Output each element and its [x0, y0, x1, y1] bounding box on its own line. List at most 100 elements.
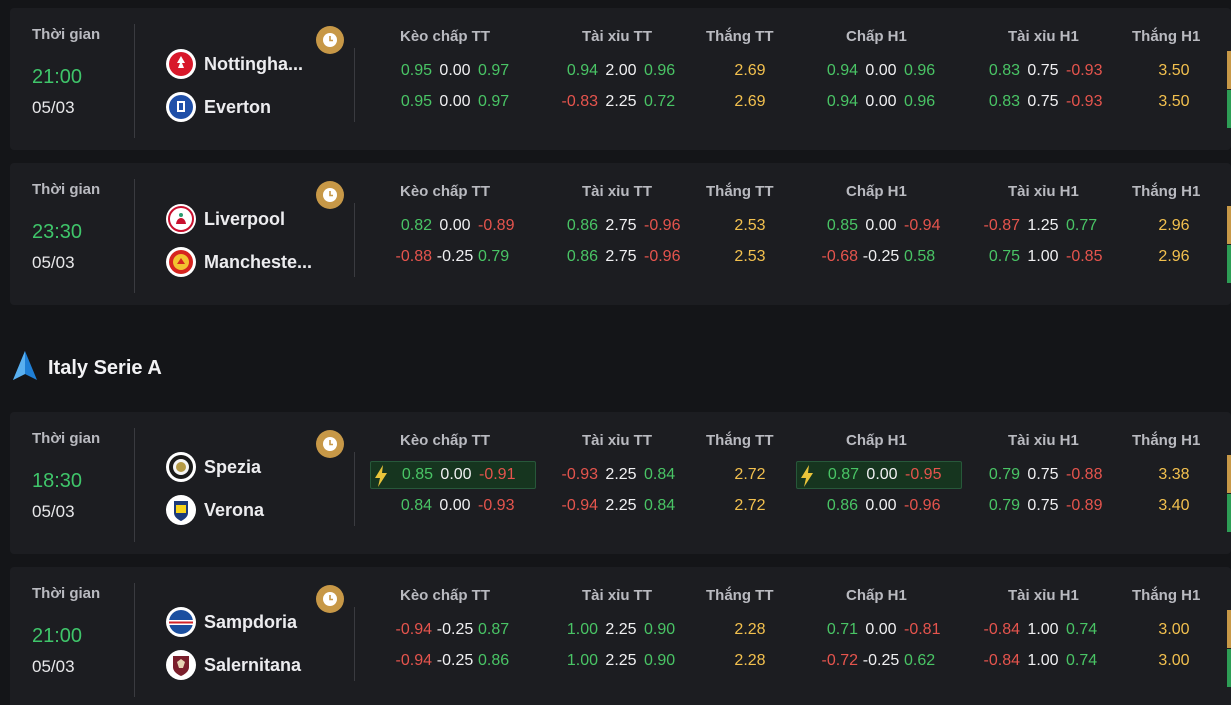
odds-away[interactable]: 0.97 [478, 93, 510, 110]
odds-home[interactable]: -0.68 [821, 248, 858, 265]
odds-home[interactable]: -0.94 [395, 652, 432, 669]
odds-away[interactable]: -0.89 [478, 217, 515, 234]
odds-win[interactable]: 2.53 [734, 248, 766, 265]
tai-xiu-h1-odds[interactable]: -0.87 1.25 0.77 [974, 212, 1112, 240]
odds-win[interactable]: 3.50 [1158, 62, 1190, 79]
odds-over[interactable]: 0.86 [566, 217, 598, 234]
tai-xiu-h1-odds[interactable]: -0.84 1.00 0.74 [974, 616, 1112, 644]
match-card[interactable]: Thời gian 18:30 05/03 Spezia Verona Kèo … [10, 412, 1231, 554]
odds-home[interactable]: 0.82 [400, 217, 432, 234]
tai-xiu-h1-odds[interactable]: 0.79 0.75 -0.89 [974, 492, 1112, 520]
odds-under[interactable]: -0.85 [1066, 248, 1103, 265]
chap-h1-odds[interactable]: -0.72 -0.25 0.62 [812, 647, 950, 675]
odds-away[interactable]: -0.91 [479, 466, 516, 483]
match-card[interactable]: Thời gian 23:30 05/03 Liverpool Manchest… [10, 163, 1231, 305]
thang-h1-odds[interactable]: 3.38 [1146, 461, 1202, 489]
thang-h1-odds[interactable]: 2.96 [1146, 243, 1202, 271]
odds-over[interactable]: -0.87 [983, 217, 1020, 234]
odds-away[interactable]: 0.87 [478, 621, 510, 638]
clock-icon[interactable] [316, 26, 344, 54]
keo-chap-tt-odds[interactable]: -0.88 -0.25 0.79 [386, 243, 524, 271]
odds-under[interactable]: 0.77 [1066, 217, 1098, 234]
away-team[interactable]: Verona [166, 495, 316, 525]
odds-away[interactable]: 0.79 [478, 248, 510, 265]
odds-under[interactable]: 0.84 [644, 497, 676, 514]
odds-away[interactable]: -0.95 [905, 466, 942, 483]
odds-away[interactable]: 0.86 [478, 652, 510, 669]
odds-away[interactable]: -0.94 [904, 217, 941, 234]
thang-h1-odds[interactable]: 3.00 [1146, 647, 1202, 675]
odds-over[interactable]: 0.86 [566, 248, 598, 265]
home-team[interactable]: Liverpool [166, 204, 316, 234]
odds-under[interactable]: -0.89 [1066, 497, 1103, 514]
tai-xiu-tt-odds[interactable]: 1.00 2.25 0.90 [552, 647, 690, 675]
chap-h1-odds[interactable]: 0.94 0.00 0.96 [812, 88, 950, 116]
thang-tt-odds[interactable]: 2.72 [722, 461, 778, 489]
away-team[interactable]: Everton [166, 92, 316, 122]
chap-h1-odds[interactable]: 0.71 0.00 -0.81 [812, 616, 950, 644]
thang-h1-odds[interactable]: 3.50 [1146, 88, 1202, 116]
odds-under[interactable]: 0.96 [644, 62, 676, 79]
odds-over[interactable]: -0.83 [561, 93, 598, 110]
odds-over[interactable]: 1.00 [566, 621, 598, 638]
keo-chap-tt-odds[interactable]: -0.94 -0.25 0.87 [386, 616, 524, 644]
odds-over[interactable]: 0.79 [988, 497, 1020, 514]
thang-h1-odds[interactable]: 3.00 [1146, 616, 1202, 644]
odds-home[interactable]: 0.85 [401, 466, 433, 483]
odds-under[interactable]: -0.96 [644, 217, 681, 234]
keo-chap-tt-odds[interactable]: 0.84 0.00 -0.93 [386, 492, 524, 520]
keo-chap-tt-odds[interactable]: 0.95 0.00 0.97 [386, 57, 524, 85]
odds-over[interactable]: -0.84 [983, 652, 1020, 669]
clock-icon[interactable] [316, 585, 344, 613]
home-team[interactable]: Spezia [166, 452, 316, 482]
odds-under[interactable]: 0.74 [1066, 652, 1098, 669]
thang-tt-odds[interactable]: 2.28 [722, 647, 778, 675]
odds-over[interactable]: -0.94 [561, 497, 598, 514]
odds-win[interactable]: 2.96 [1158, 248, 1190, 265]
odds-under[interactable]: 0.72 [644, 93, 676, 110]
odds-home[interactable]: 0.71 [826, 621, 858, 638]
match-card[interactable]: Thời gian 21:00 05/03 Nottingha... Evert… [10, 8, 1231, 150]
chap-h1-odds[interactable]: 0.86 0.00 -0.96 [812, 492, 950, 520]
odds-away[interactable]: 0.97 [478, 62, 510, 79]
thang-tt-odds[interactable]: 2.53 [722, 243, 778, 271]
odds-away[interactable]: -0.93 [478, 497, 515, 514]
odds-win[interactable]: 3.50 [1158, 93, 1190, 110]
odds-over[interactable]: 1.00 [566, 652, 598, 669]
odds-over[interactable]: -0.84 [983, 621, 1020, 638]
thang-h1-odds[interactable]: 2.96 [1146, 212, 1202, 240]
thang-tt-odds[interactable]: 2.69 [722, 88, 778, 116]
odds-win[interactable]: 3.00 [1158, 621, 1190, 638]
chap-h1-odds[interactable]: 0.87 0.00 -0.95 [796, 461, 962, 489]
tai-xiu-h1-odds[interactable]: 0.83 0.75 -0.93 [974, 88, 1112, 116]
odds-win[interactable]: 2.69 [734, 62, 766, 79]
odds-win[interactable]: 3.38 [1158, 466, 1190, 483]
odds-away[interactable]: 0.62 [904, 652, 936, 669]
tai-xiu-h1-odds[interactable]: 0.75 1.00 -0.85 [974, 243, 1112, 271]
odds-home[interactable]: -0.94 [395, 621, 432, 638]
odds-home[interactable]: 0.84 [400, 497, 432, 514]
tai-xiu-h1-odds[interactable]: -0.84 1.00 0.74 [974, 647, 1112, 675]
thang-tt-odds[interactable]: 2.53 [722, 212, 778, 240]
keo-chap-tt-odds[interactable]: 0.95 0.00 0.97 [386, 88, 524, 116]
odds-win[interactable]: 2.72 [734, 466, 766, 483]
odds-over[interactable]: 0.83 [988, 93, 1020, 110]
odds-away[interactable]: 0.58 [904, 248, 936, 265]
tai-xiu-tt-odds[interactable]: 0.94 2.00 0.96 [552, 57, 690, 85]
odds-under[interactable]: -0.88 [1066, 466, 1103, 483]
tai-xiu-tt-odds[interactable]: -0.93 2.25 0.84 [552, 461, 690, 489]
odds-under[interactable]: 0.90 [644, 652, 676, 669]
odds-win[interactable]: 2.96 [1158, 217, 1190, 234]
chap-h1-odds[interactable]: -0.68 -0.25 0.58 [812, 243, 950, 271]
odds-over[interactable]: 0.94 [566, 62, 598, 79]
odds-away[interactable]: -0.81 [904, 621, 941, 638]
odds-under[interactable]: 0.84 [644, 466, 676, 483]
chap-h1-odds[interactable]: 0.94 0.00 0.96 [812, 57, 950, 85]
odds-home[interactable]: 0.94 [826, 62, 858, 79]
odds-over[interactable]: 0.79 [988, 466, 1020, 483]
odds-home[interactable]: -0.88 [395, 248, 432, 265]
odds-under[interactable]: -0.93 [1066, 62, 1103, 79]
odds-away[interactable]: 0.96 [904, 93, 936, 110]
tai-xiu-tt-odds[interactable]: -0.83 2.25 0.72 [552, 88, 690, 116]
odds-home[interactable]: 0.95 [400, 62, 432, 79]
